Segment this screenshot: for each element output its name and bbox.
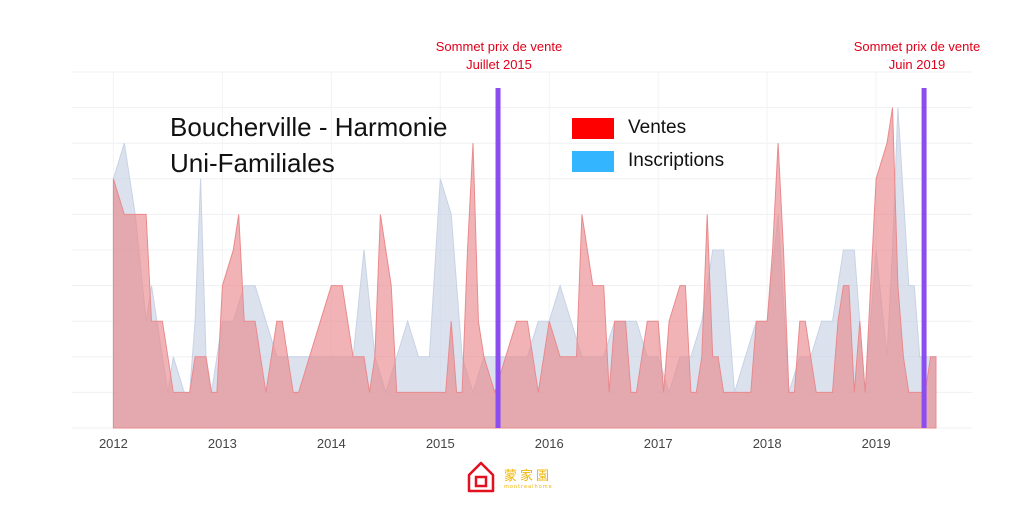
chart-title-line-1: Boucherville - Harmonie <box>170 112 448 142</box>
annotation-line-2: Juin 2019 <box>888 57 946 72</box>
legend-label-inscriptions: Inscriptions <box>628 150 725 171</box>
x-tick-label: 2012 <box>99 436 128 451</box>
x-tick-label: 2018 <box>753 436 782 451</box>
x-tick-label: 2014 <box>317 436 346 451</box>
legend-item-ventes: Ventes <box>572 117 686 139</box>
logo-chinese-text: 蒙家園 <box>504 468 553 484</box>
series-areas <box>112 107 937 429</box>
legend-item-inscriptions: Inscriptions <box>572 150 724 172</box>
house-icon <box>467 461 495 493</box>
legend-swatch-inscriptions <box>572 150 614 172</box>
annotation-line-1: Sommet prix de vente <box>435 39 563 54</box>
annotation-label-juin-2019: Sommet prix de vente Juin 2019 <box>837 38 997 74</box>
annotation-lines <box>495 88 927 428</box>
legend-label-ventes: Ventes <box>628 117 687 138</box>
x-tick-label: 2015 <box>426 436 455 451</box>
x-tick-label: 2017 <box>644 436 673 451</box>
legend-swatch-ventes <box>572 117 614 139</box>
logo-sub-text: montrealhome <box>504 483 553 490</box>
annotation-line-2: Juillet 2015 <box>466 57 532 72</box>
chart-title-line-2: Uni-Familiales <box>170 148 335 178</box>
series-area-ventes <box>112 107 937 429</box>
annotation-label-juillet-2015: Sommet prix de vente Juillet 2015 <box>419 38 579 74</box>
brand-logo: 蒙家園 montrealhome <box>466 460 553 494</box>
x-tick-label: 2019 <box>862 436 891 451</box>
x-tick-label: 2016 <box>535 436 564 451</box>
annotation-line-1: Sommet prix de vente <box>853 39 981 54</box>
x-axis: 2012 2013 2014 2015 2016 2017 2018 2019 <box>99 436 891 451</box>
x-tick-label: 2013 <box>208 436 237 451</box>
